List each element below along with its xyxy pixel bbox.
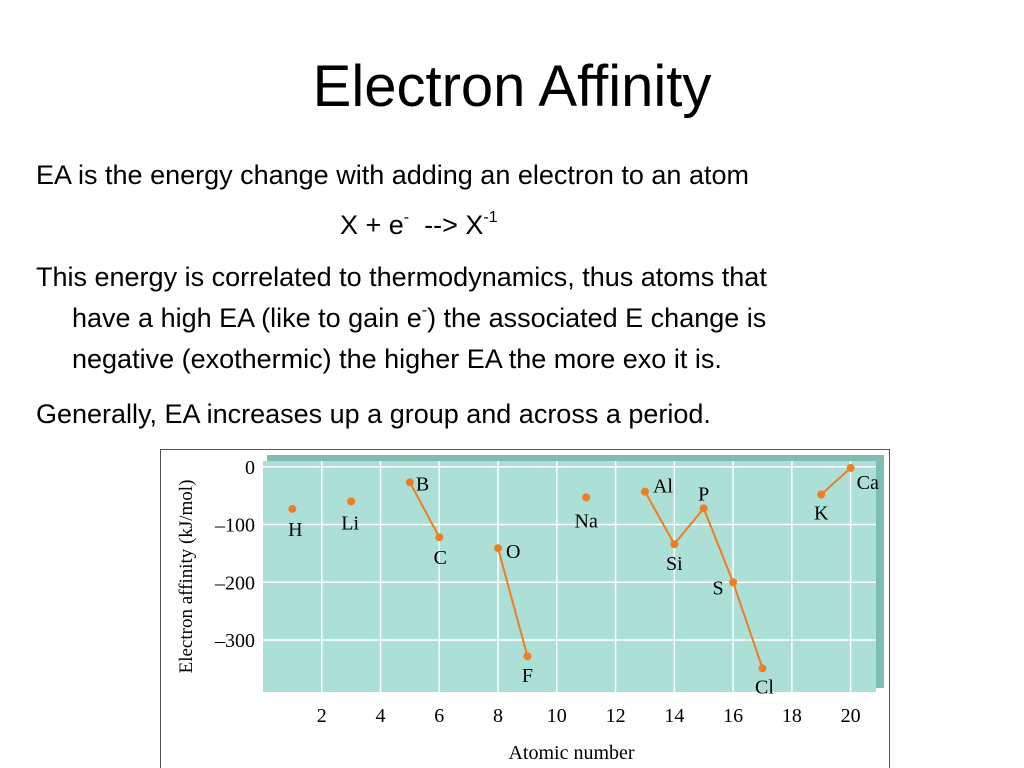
x-tick-label: 20	[841, 705, 861, 727]
series-segment	[732, 581, 764, 669]
element-label-li: Li	[341, 512, 359, 534]
bullet-thermo-line3: negative (exothermic) the higher EA the …	[72, 344, 722, 374]
y-tick-label: 0	[245, 457, 255, 479]
plot-background	[263, 461, 876, 692]
series-lines	[409, 467, 852, 669]
data-point-cl	[758, 664, 767, 673]
equation-lhs: X + e	[340, 210, 404, 240]
element-label-b: B	[416, 473, 429, 495]
equation-lhs-sup: -	[403, 209, 410, 226]
data-point-o	[494, 544, 503, 553]
bullet-thermo-line2-b: ) the associated E change is	[427, 303, 767, 333]
series-segment	[409, 481, 441, 538]
data-point-na	[582, 493, 591, 502]
y-tick-label: –100	[214, 515, 255, 537]
element-label-ca: Ca	[857, 472, 879, 494]
element-label-f: F	[522, 665, 533, 687]
equation: X + e- --> X-1	[340, 208, 498, 242]
series-segment	[644, 491, 676, 545]
x-tick-label: 12	[606, 705, 626, 727]
data-point-k	[817, 490, 826, 499]
x-axis-ticks: 2 4 6 8 10 12 14 16 18 20	[317, 705, 861, 727]
element-label-cl: Cl	[755, 676, 774, 698]
y-tick-label: –300	[214, 630, 255, 652]
bullet-thermo-line2: have a high EA (like to gain e-) the ass…	[72, 301, 766, 335]
equation-arrow: --> X	[409, 210, 484, 240]
x-tick-label: 8	[493, 705, 503, 727]
element-label-h: H	[288, 519, 302, 541]
equation-rhs-sup: -1	[483, 209, 498, 226]
series-points	[288, 463, 855, 673]
x-tick-label: 16	[723, 705, 743, 727]
series-segment	[820, 467, 852, 496]
element-label-al: Al	[653, 476, 673, 498]
bullet-trend: Generally, EA increases up a group and a…	[36, 399, 711, 429]
data-point-h	[288, 504, 297, 513]
x-tick-label: 14	[664, 705, 684, 727]
point-labels: H Li B C O F Na Al Si P S Cl K Ca	[288, 472, 879, 698]
series-segment	[702, 507, 735, 583]
data-point-li	[347, 497, 356, 506]
series-segment	[673, 507, 705, 545]
element-label-k: K	[814, 502, 829, 524]
data-point-al	[640, 487, 649, 496]
data-point-ca	[846, 463, 855, 472]
x-tick-label: 10	[547, 705, 567, 727]
data-point-b	[405, 478, 414, 487]
bullet-ea-definition: EA is the energy change with adding an e…	[36, 160, 749, 190]
bullet-thermo-line2-sup: -	[421, 302, 428, 319]
bullet-thermo-line1: This energy is correlated to thermodynam…	[36, 262, 767, 292]
element-label-na: Na	[575, 510, 598, 532]
bullet-thermo-line2-a: have a high EA (like to gain e	[72, 303, 422, 333]
x-tick-label: 6	[434, 705, 444, 727]
series-segment	[497, 547, 529, 657]
data-point-f	[523, 652, 532, 661]
x-axis-label: Atomic number	[508, 742, 634, 764]
data-point-si	[670, 540, 679, 549]
x-tick-label: 4	[376, 705, 386, 727]
data-point-c	[435, 533, 444, 542]
electron-affinity-chart: 0 –100 –200 –300 2 4 6 8 10 12 14 16 18 20 H Li B C O F Na…	[176, 455, 884, 764]
data-point-s	[729, 578, 738, 587]
x-tick-label: 2	[317, 705, 327, 727]
x-tick-label: 18	[782, 705, 802, 727]
element-label-p: P	[698, 483, 709, 505]
y-axis-ticks: 0 –100 –200 –300	[214, 457, 255, 652]
plot-grid	[263, 461, 876, 692]
data-point-p	[699, 504, 708, 513]
element-label-s: S	[713, 577, 724, 599]
y-tick-label: –200	[214, 572, 255, 594]
element-label-si: Si	[666, 553, 683, 575]
element-label-o: O	[506, 541, 520, 563]
element-label-c: C	[434, 547, 447, 569]
y-axis-label: Electron affinity (kJ/mol)	[176, 480, 197, 674]
slide-title: Electron Affinity	[312, 54, 712, 119]
